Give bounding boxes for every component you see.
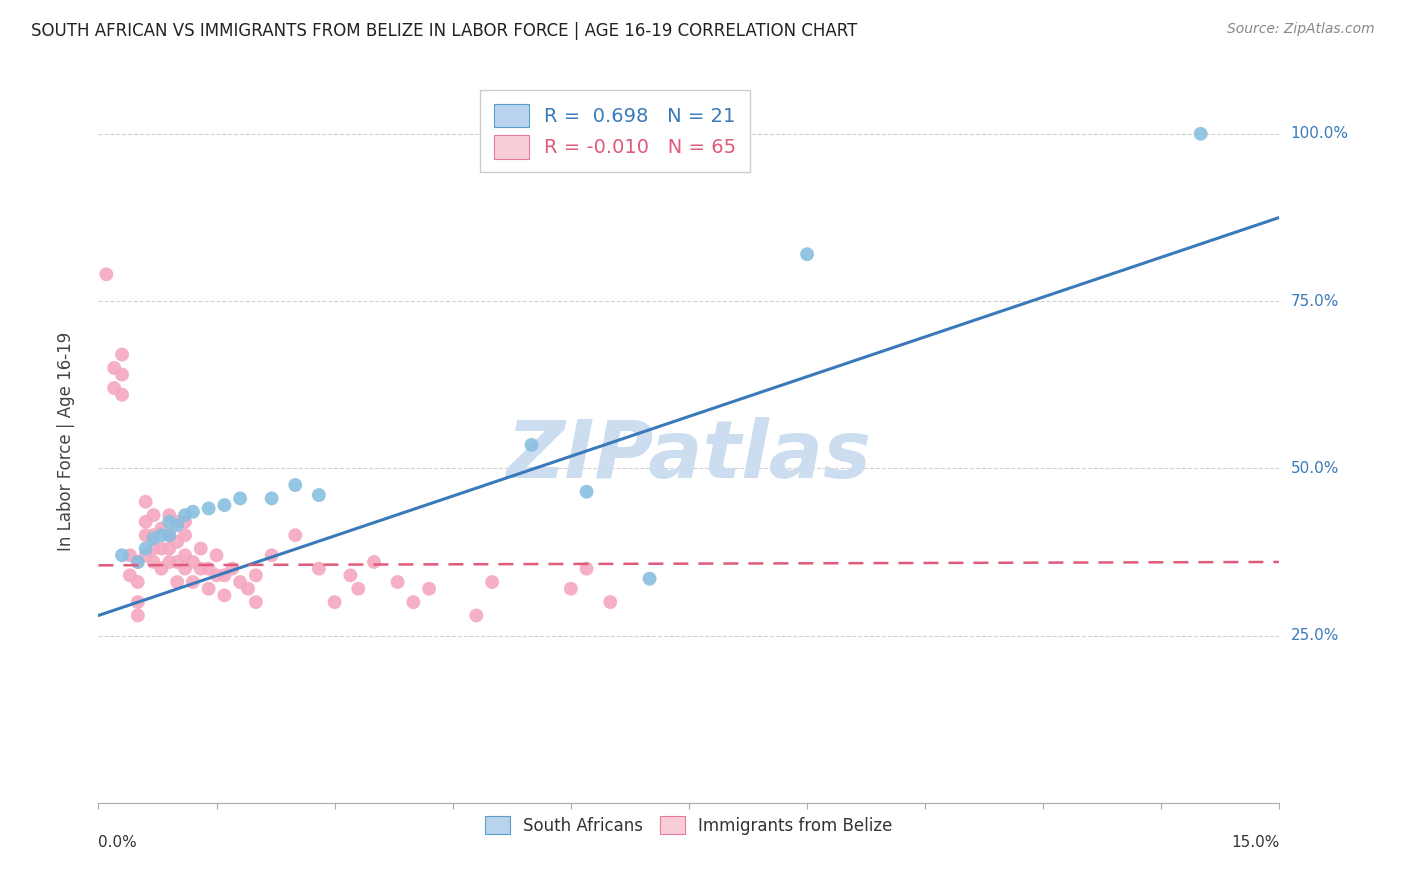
- Point: [190, 541, 212, 556]
- Point: [221, 562, 243, 576]
- Point: [575, 562, 598, 576]
- Point: [150, 562, 173, 576]
- Point: [402, 595, 425, 609]
- Point: [157, 555, 180, 569]
- Point: [214, 589, 236, 603]
- Point: [157, 508, 180, 523]
- Point: [157, 528, 180, 542]
- Text: 75.0%: 75.0%: [1291, 293, 1339, 309]
- Point: [796, 247, 818, 261]
- Text: ZIPatlas: ZIPatlas: [506, 417, 872, 495]
- Point: [135, 528, 157, 542]
- Point: [174, 508, 197, 523]
- Point: [157, 541, 180, 556]
- Point: [166, 555, 188, 569]
- Point: [103, 361, 125, 376]
- Point: [166, 518, 188, 533]
- Point: [142, 508, 165, 523]
- Point: [214, 568, 236, 582]
- Text: Source: ZipAtlas.com: Source: ZipAtlas.com: [1227, 22, 1375, 37]
- Point: [127, 608, 149, 623]
- Point: [103, 381, 125, 395]
- Point: [205, 568, 228, 582]
- Point: [197, 582, 219, 596]
- Point: [260, 548, 283, 563]
- Point: [197, 501, 219, 516]
- Point: [127, 575, 149, 590]
- Point: [1189, 127, 1212, 141]
- Point: [174, 548, 197, 563]
- Point: [205, 548, 228, 563]
- Point: [347, 582, 370, 596]
- Point: [323, 595, 346, 609]
- Point: [174, 528, 197, 542]
- Point: [575, 484, 598, 499]
- Point: [96, 268, 118, 282]
- Point: [150, 541, 173, 556]
- Point: [142, 528, 165, 542]
- Point: [166, 534, 188, 549]
- Point: [387, 575, 409, 590]
- Point: [520, 438, 543, 452]
- Point: [142, 541, 165, 556]
- Point: [284, 528, 307, 542]
- Point: [181, 555, 204, 569]
- Point: [236, 582, 259, 596]
- Point: [118, 548, 141, 563]
- Point: [111, 387, 134, 401]
- Point: [181, 575, 204, 590]
- Point: [142, 532, 165, 546]
- Point: [481, 575, 503, 590]
- Point: [418, 582, 440, 596]
- Point: [150, 528, 173, 542]
- Point: [157, 515, 180, 529]
- Point: [638, 572, 661, 586]
- Point: [197, 562, 219, 576]
- Point: [174, 515, 197, 529]
- Text: 25.0%: 25.0%: [1291, 628, 1339, 643]
- Point: [118, 568, 141, 582]
- Point: [229, 575, 252, 590]
- Point: [150, 521, 173, 535]
- Text: 50.0%: 50.0%: [1291, 461, 1339, 475]
- Point: [135, 494, 157, 508]
- Point: [465, 608, 488, 623]
- Point: [111, 348, 134, 362]
- Text: 15.0%: 15.0%: [1232, 835, 1279, 850]
- Point: [245, 595, 267, 609]
- Y-axis label: In Labor Force | Age 16-19: In Labor Force | Age 16-19: [56, 332, 75, 551]
- Point: [229, 491, 252, 506]
- Point: [560, 582, 582, 596]
- Point: [166, 575, 188, 590]
- Point: [599, 595, 621, 609]
- Point: [181, 505, 204, 519]
- Point: [127, 595, 149, 609]
- Text: SOUTH AFRICAN VS IMMIGRANTS FROM BELIZE IN LABOR FORCE | AGE 16-19 CORRELATION C: SOUTH AFRICAN VS IMMIGRANTS FROM BELIZE …: [31, 22, 858, 40]
- Text: 100.0%: 100.0%: [1291, 127, 1348, 141]
- Point: [174, 562, 197, 576]
- Point: [142, 555, 165, 569]
- Point: [339, 568, 361, 582]
- Legend: South Africans, Immigrants from Belize: South Africans, Immigrants from Belize: [478, 809, 900, 841]
- Point: [190, 562, 212, 576]
- Point: [127, 555, 149, 569]
- Point: [111, 368, 134, 382]
- Point: [260, 491, 283, 506]
- Point: [308, 488, 330, 502]
- Point: [308, 562, 330, 576]
- Point: [135, 548, 157, 563]
- Point: [135, 515, 157, 529]
- Point: [363, 555, 385, 569]
- Point: [284, 478, 307, 492]
- Point: [166, 515, 188, 529]
- Point: [111, 548, 134, 563]
- Point: [157, 528, 180, 542]
- Point: [135, 541, 157, 556]
- Point: [127, 555, 149, 569]
- Point: [245, 568, 267, 582]
- Text: 0.0%: 0.0%: [98, 835, 138, 850]
- Point: [214, 498, 236, 512]
